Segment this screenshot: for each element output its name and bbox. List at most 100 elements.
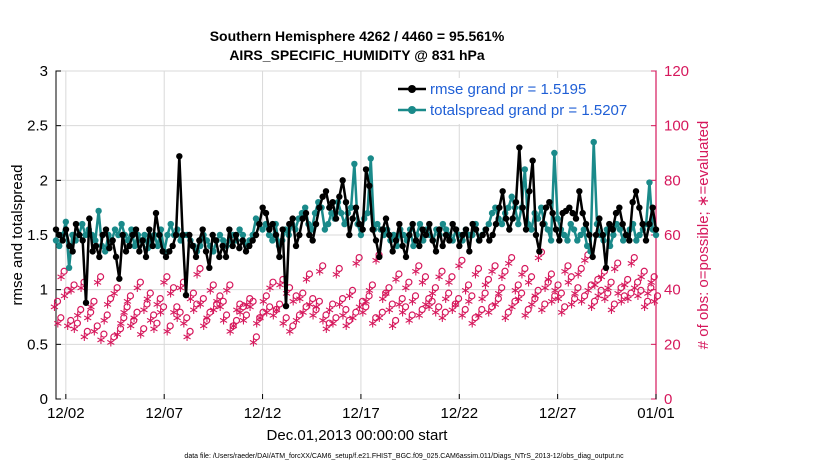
rmse-point [472,226,480,233]
obs-evaluated-point: ∗ [168,306,179,321]
rmse-point [429,237,436,244]
rmse-point [499,188,506,195]
obs-evaluated-point: ∗ [258,295,269,310]
obs-evaluated-point: ∗ [490,297,501,312]
obs-evaluated-point: ∗ [500,311,511,326]
obs-evaluated-point: ∗ [49,300,60,315]
obs-evaluated-point: ∗ [69,322,80,337]
obs-possible-point [362,303,370,311]
obs-possible-point [544,278,552,286]
obs-possible-point [484,275,493,284]
obs-possible-point [448,273,456,281]
obs-evaluated-point: ∗ [523,275,534,290]
obs-possible-point [319,262,327,270]
obs-possible-point [541,300,549,308]
obs-evaluated-point: ∗ [497,270,508,285]
obs-possible-point [292,292,300,300]
spread-point [616,226,624,233]
obs-evaluated-point: ∗ [308,308,319,323]
rmse-point [509,215,516,222]
obs-evaluated-point: ∗ [473,308,484,323]
rmse-point [519,204,526,211]
obs-evaluated-point: ∗ [553,292,564,307]
rmse-point [262,209,270,217]
rmse-point [229,242,236,250]
rmse-point [386,231,393,239]
obs-possible-point [57,314,65,322]
obs-evaluated-point: ∗ [394,297,405,312]
obs-possible-point [352,308,360,316]
rmse-point [232,231,240,239]
spread-point [52,237,60,244]
obs-possible-point [222,311,231,319]
obs-evaluated-point: ∗ [221,284,232,299]
obs-possible-point [186,327,194,335]
rmse-point [566,204,573,211]
rmse-point [289,215,296,222]
rmse-point [616,204,623,211]
obs-possible-point [193,300,201,308]
obs-possible-point [458,256,466,264]
obs-evaluated-point: ∗ [619,278,630,293]
obs-possible-point [206,308,214,316]
obs-possible-point [508,254,516,262]
obs-evaluated-point: ∗ [533,251,544,266]
rmse-point [582,220,590,228]
rmse-point [612,209,620,217]
obs-evaluated-point: ∗ [314,265,325,280]
rmse-point [206,264,213,271]
rmse-point [489,231,496,239]
rmse-point [209,231,216,239]
rmse-point [69,248,76,255]
obs-evaluated-point: ∗ [414,308,425,323]
obs-evaluated-point: ∗ [344,289,355,304]
obs-possible-point [219,297,227,305]
obs-possible-point [653,292,662,300]
spread-point [341,220,348,228]
rmse-point [432,248,440,255]
obs-evaluated-point: ∗ [569,286,580,301]
rmse-point [136,248,143,255]
obs-possible-point [368,281,377,289]
obs-evaluated-point: ∗ [347,311,358,326]
obs-possible-point [199,295,207,303]
obs-possible-point [169,284,178,292]
obs-possible-point [571,295,579,303]
obs-possible-point [143,300,151,308]
rmse-point [122,248,130,255]
spread-point [118,220,125,228]
series-lines [52,138,660,310]
obs-possible-point [610,300,619,308]
obs-evaluated-point: ∗ [516,267,527,282]
obs-possible-point [431,284,440,292]
obs-evaluated-point: ∗ [102,297,113,312]
rmse-point [162,253,170,261]
rmse-point [129,231,136,239]
rmse-point [59,237,66,244]
obs-evaluated-point: ∗ [427,286,438,301]
obs-possible-point [282,314,290,322]
obs-possible-point [630,254,638,262]
rmse-point [422,231,430,239]
rmse-point [92,242,100,250]
obs-possible-point [534,286,542,294]
obs-possible-point [574,284,582,292]
y-axis-left-label: rmse and totalspread [9,165,26,306]
rmse-point [269,220,276,228]
spread-point [220,237,227,244]
obs-evaluated-point: ∗ [274,278,285,293]
obs-possible-point [252,333,260,341]
obs-evaluated-point: ∗ [165,286,176,301]
rmse-point [412,237,420,244]
obs-evaluated-point: ∗ [188,303,199,318]
obs-evaluated-point: ∗ [265,281,276,296]
spread-point [551,149,558,157]
rmse-point [89,248,96,255]
rmse-point [246,242,253,250]
rmse-point [366,182,373,189]
obs-evaluated-point: ∗ [589,278,600,293]
rmse-point [356,220,363,228]
obs-evaluated-point: ∗ [613,286,624,301]
spread-point [111,226,119,233]
rmse-point [319,193,326,200]
